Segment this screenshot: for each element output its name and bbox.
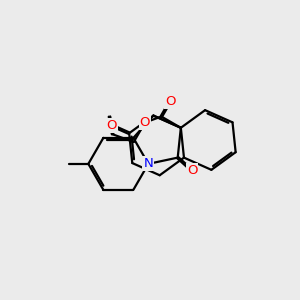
Text: N: N: [143, 158, 153, 170]
Text: O: O: [106, 119, 117, 132]
Text: O: O: [140, 116, 150, 129]
Text: O: O: [165, 95, 175, 108]
Text: O: O: [187, 164, 197, 177]
